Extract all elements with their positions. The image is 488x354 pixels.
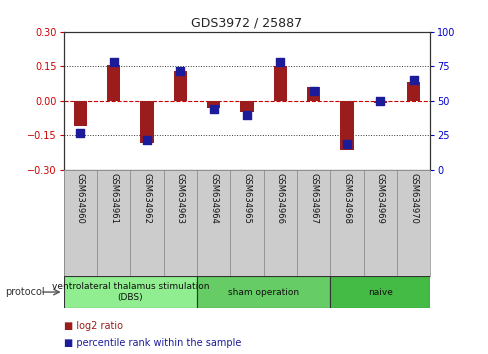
Bar [363, 170, 396, 276]
Text: GSM634960: GSM634960 [76, 173, 84, 224]
Point [309, 88, 317, 94]
Bar [173, 71, 186, 101]
Point [276, 59, 284, 65]
Text: naive: naive [367, 287, 392, 297]
Bar [306, 87, 320, 101]
Text: ventrolateral thalamus stimulation
(DBS): ventrolateral thalamus stimulation (DBS) [51, 282, 208, 302]
Text: GSM634963: GSM634963 [175, 173, 184, 224]
Text: ■ percentile rank within the sample: ■ percentile rank within the sample [63, 338, 241, 348]
Text: sham operation: sham operation [227, 287, 299, 297]
Point [376, 98, 384, 104]
Bar [296, 170, 329, 276]
Bar [406, 82, 420, 101]
Bar [206, 101, 220, 108]
Bar [63, 170, 97, 276]
Text: GSM634968: GSM634968 [342, 173, 351, 224]
Text: GSM634961: GSM634961 [109, 173, 118, 224]
Bar [230, 170, 263, 276]
Bar [396, 170, 429, 276]
Text: GSM634962: GSM634962 [142, 173, 151, 224]
Bar [197, 276, 329, 308]
Point [409, 77, 417, 83]
Point [142, 137, 150, 142]
Bar [329, 276, 429, 308]
Bar [263, 170, 296, 276]
Bar [97, 170, 130, 276]
Bar [373, 101, 386, 103]
Text: GSM634965: GSM634965 [242, 173, 251, 224]
Text: ■ log2 ratio: ■ log2 ratio [63, 321, 122, 331]
Point [176, 68, 184, 73]
Text: GSM634964: GSM634964 [209, 173, 218, 224]
Bar [340, 101, 353, 150]
Bar [130, 170, 163, 276]
Text: GSM634970: GSM634970 [408, 173, 417, 224]
Point [343, 141, 350, 147]
Text: GSM634969: GSM634969 [375, 173, 384, 224]
Point [209, 106, 217, 112]
Bar [273, 67, 286, 101]
Point [109, 59, 117, 65]
Text: protocol: protocol [5, 287, 44, 297]
Bar [63, 276, 197, 308]
Bar [163, 170, 197, 276]
Bar [73, 101, 87, 126]
Text: GSM634966: GSM634966 [275, 173, 284, 224]
Bar [329, 170, 363, 276]
Point [243, 112, 250, 118]
Title: GDS3972 / 25887: GDS3972 / 25887 [191, 16, 302, 29]
Bar [197, 170, 230, 276]
Text: GSM634967: GSM634967 [308, 173, 318, 224]
Point [76, 130, 84, 136]
Bar [240, 101, 253, 113]
Bar [140, 101, 153, 143]
Bar [107, 65, 120, 101]
